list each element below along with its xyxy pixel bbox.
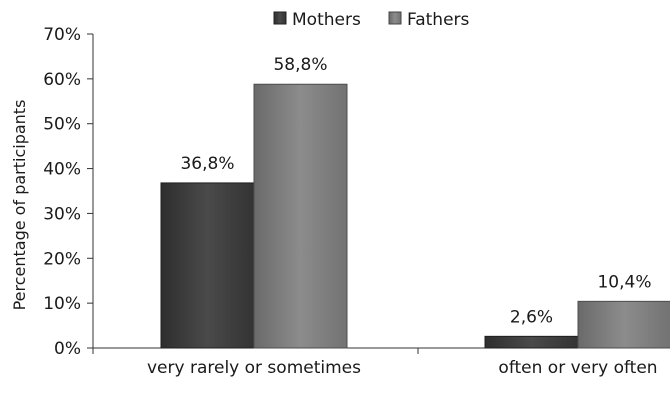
legend-label-mothers: Mothers <box>292 10 361 30</box>
bar-mothers-0 <box>160 182 255 349</box>
data-label-fathers-0: 58,8% <box>273 55 327 75</box>
category-label-often: often or very often <box>498 358 657 378</box>
y-tick-label: 60% <box>43 70 81 90</box>
bars <box>160 83 670 349</box>
y-tick-label: 0% <box>54 339 81 359</box>
data-label-mothers-1: 2,6% <box>510 307 553 327</box>
y-tick-label: 20% <box>43 249 81 269</box>
legend-swatch-mothers <box>273 11 287 25</box>
y-tick-label: 50% <box>43 115 81 135</box>
y-axis-ticks: 0% 10% 20% 30% 40% 50% 60% 70% <box>43 25 93 359</box>
y-axis-title: Percentage of participants <box>10 100 29 311</box>
legend-label-fathers: Fathers <box>407 10 470 30</box>
legend-swatch-fathers <box>388 11 402 25</box>
category-label-very-rarely: very rarely or sometimes <box>147 358 361 378</box>
y-tick-label: 70% <box>43 25 81 45</box>
legend: Mothers Fathers <box>273 10 470 30</box>
y-tick-label: 10% <box>43 294 81 314</box>
bar-fathers-1 <box>577 300 670 349</box>
y-tick-label: 30% <box>43 204 81 224</box>
x-axis-ticks <box>92 348 419 354</box>
bar-fathers-0 <box>253 83 348 349</box>
bar-mothers-1 <box>484 335 579 349</box>
data-label-mothers-0: 36,8% <box>180 154 234 174</box>
data-label-fathers-1: 10,4% <box>597 272 651 292</box>
y-tick-label: 40% <box>43 160 81 180</box>
data-labels: 36,8% 58,8% 2,6% 10,4% <box>180 55 651 327</box>
